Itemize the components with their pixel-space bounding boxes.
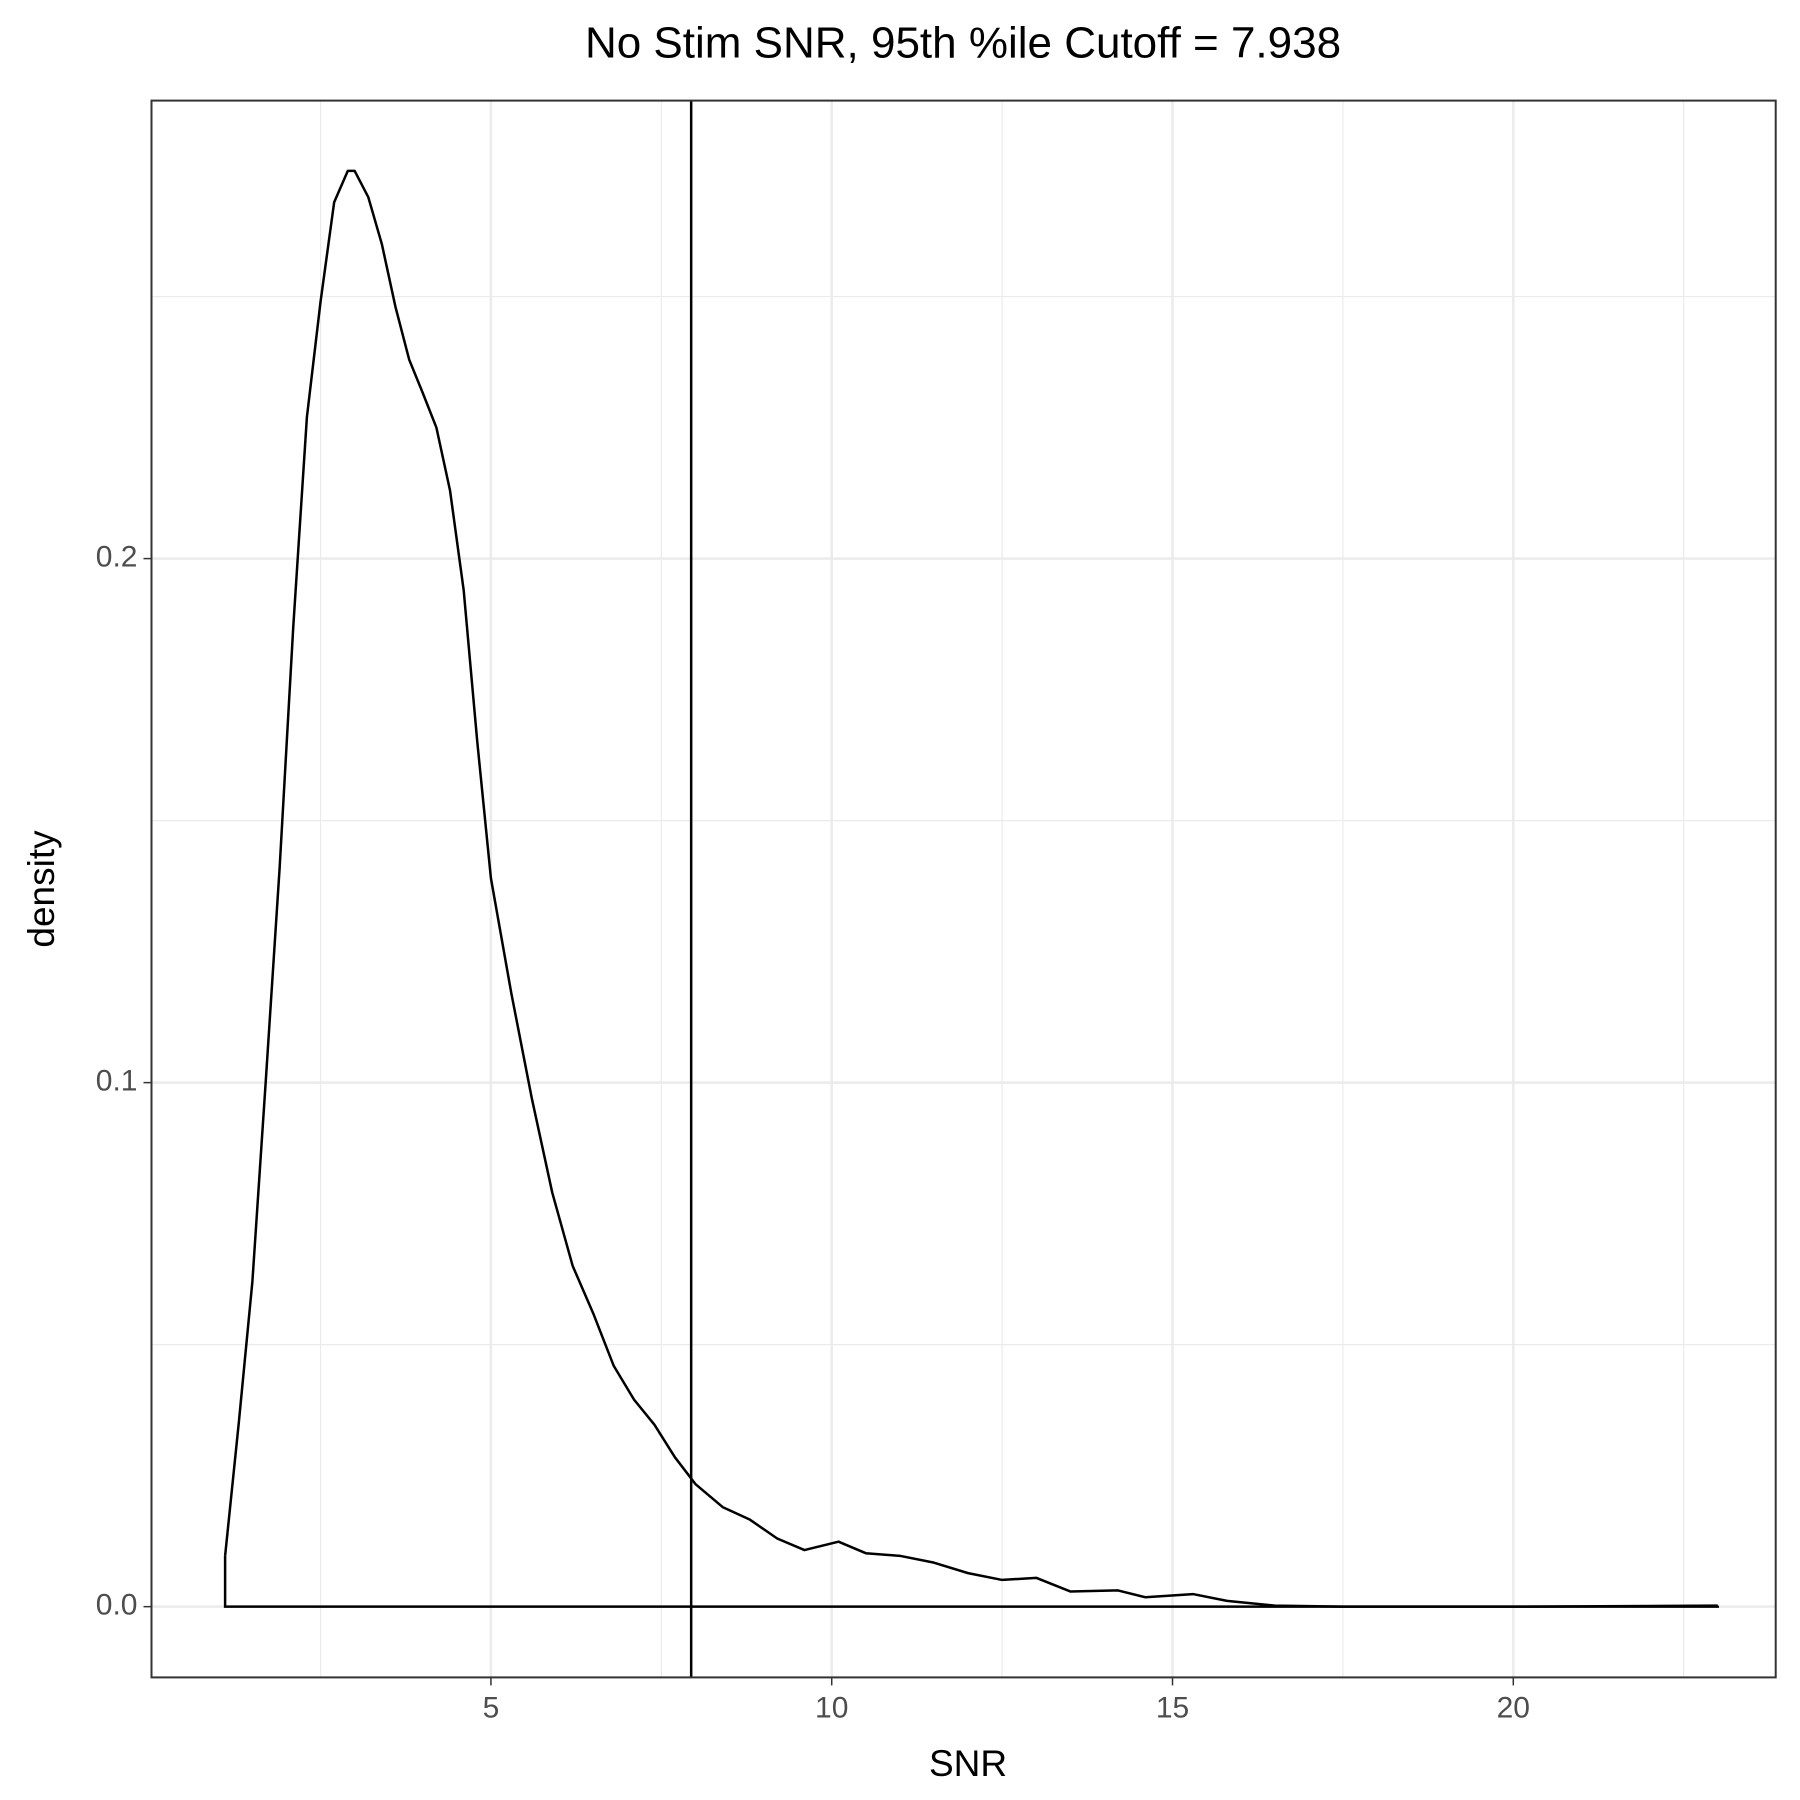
y-tick-label: 0.0: [96, 1589, 138, 1622]
density-line: [223, 169, 1718, 1608]
panel-border: [150, 99, 1777, 1679]
x-tick-label: 20: [1497, 1691, 1530, 1724]
chart-title: No Stim SNR, 95th %ile Cutoff = 7.938: [585, 19, 1341, 68]
x-tick-label: 15: [1156, 1691, 1189, 1724]
density-base: [223, 1555, 1720, 1608]
y-axis-title: density: [21, 830, 62, 948]
x-tick-label: 10: [815, 1691, 848, 1724]
x-axis-title: SNR: [929, 1743, 1007, 1784]
x-tick-label: 5: [483, 1691, 500, 1724]
y-tick-label: 0.2: [96, 541, 138, 574]
y-tick-label: 0.1: [96, 1065, 138, 1098]
